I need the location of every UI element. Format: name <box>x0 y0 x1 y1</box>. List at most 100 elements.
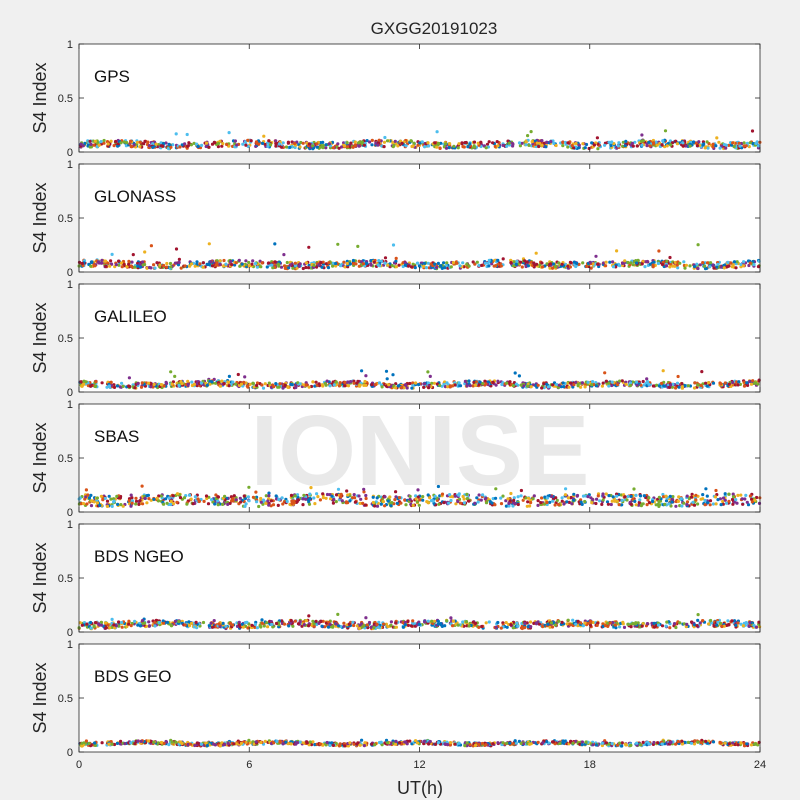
data-point <box>238 264 242 268</box>
data-point <box>186 144 190 148</box>
data-point <box>289 618 293 623</box>
data-point <box>147 624 152 628</box>
data-point <box>213 381 218 385</box>
data-point <box>296 622 301 626</box>
data-point <box>382 622 386 626</box>
data-point <box>89 626 93 630</box>
data-point <box>263 739 267 744</box>
data-point <box>177 260 181 265</box>
data-point <box>515 259 519 263</box>
data-point <box>580 381 585 385</box>
data-point <box>334 622 338 626</box>
data-point <box>426 381 430 385</box>
data-point <box>403 261 407 265</box>
data-point <box>742 384 747 388</box>
data-point <box>77 260 82 264</box>
data-point <box>86 493 90 497</box>
data-point <box>604 260 608 264</box>
data-point <box>171 143 175 147</box>
data-point <box>727 143 731 147</box>
y-tick-label: 0 <box>67 147 73 159</box>
data-point <box>657 495 662 499</box>
data-point <box>201 265 205 269</box>
data-point <box>364 374 368 378</box>
data-point <box>235 143 239 147</box>
data-point <box>756 265 761 269</box>
data-point <box>141 263 145 267</box>
data-point <box>731 380 735 385</box>
data-point <box>331 146 335 150</box>
data-point <box>192 141 196 145</box>
data-point <box>370 383 374 387</box>
data-point <box>307 142 311 146</box>
data-point <box>526 384 530 388</box>
data-point <box>716 262 720 266</box>
data-point <box>439 141 443 145</box>
data-point <box>680 382 684 386</box>
data-point <box>157 621 161 625</box>
data-point <box>298 145 302 149</box>
data-point <box>343 380 347 384</box>
data-point <box>234 498 238 502</box>
data-point <box>676 499 681 503</box>
data-point <box>242 380 246 384</box>
data-point <box>396 384 400 388</box>
data-point <box>590 383 594 387</box>
data-point <box>633 140 637 144</box>
data-point <box>174 247 179 251</box>
data-point <box>167 496 171 500</box>
data-point <box>210 625 215 629</box>
data-point <box>97 143 101 147</box>
data-point <box>222 382 226 386</box>
data-point <box>562 385 566 389</box>
data-point <box>638 498 642 502</box>
data-point <box>130 145 134 149</box>
data-point <box>607 384 611 388</box>
data-point <box>312 496 316 500</box>
data-point <box>356 379 360 383</box>
data-point <box>484 146 488 150</box>
data-point <box>249 139 253 143</box>
data-point <box>269 143 273 147</box>
data-point <box>695 624 699 628</box>
data-point <box>406 623 410 628</box>
data-point <box>365 139 369 143</box>
data-point <box>355 624 359 628</box>
data-point <box>711 264 715 268</box>
data-point <box>635 380 639 384</box>
data-point <box>253 622 257 627</box>
data-point <box>727 492 731 496</box>
data-point <box>387 383 391 387</box>
data-point <box>443 266 447 270</box>
data-point <box>444 142 448 146</box>
y-tick-label: 1 <box>67 519 73 531</box>
data-point <box>136 382 140 386</box>
data-point <box>369 625 373 629</box>
data-point <box>265 621 269 625</box>
data-point <box>200 143 204 147</box>
data-point <box>514 262 518 266</box>
data-point <box>118 385 122 389</box>
data-point <box>349 380 353 384</box>
data-point <box>676 266 680 270</box>
data-point <box>669 383 673 387</box>
plot-area <box>79 284 760 392</box>
data-point <box>210 498 214 502</box>
data-point <box>393 139 397 143</box>
data-point <box>192 625 196 629</box>
data-point <box>129 264 133 268</box>
data-point <box>468 384 472 388</box>
data-point <box>465 384 469 388</box>
data-point <box>89 142 93 146</box>
data-point <box>391 243 396 247</box>
data-point <box>188 264 192 268</box>
data-point <box>352 623 356 628</box>
data-point <box>551 499 555 503</box>
data-point <box>606 502 611 506</box>
data-point <box>92 143 96 147</box>
data-point <box>122 140 126 144</box>
data-point <box>130 501 134 505</box>
data-point <box>210 264 215 268</box>
data-point <box>490 262 494 266</box>
